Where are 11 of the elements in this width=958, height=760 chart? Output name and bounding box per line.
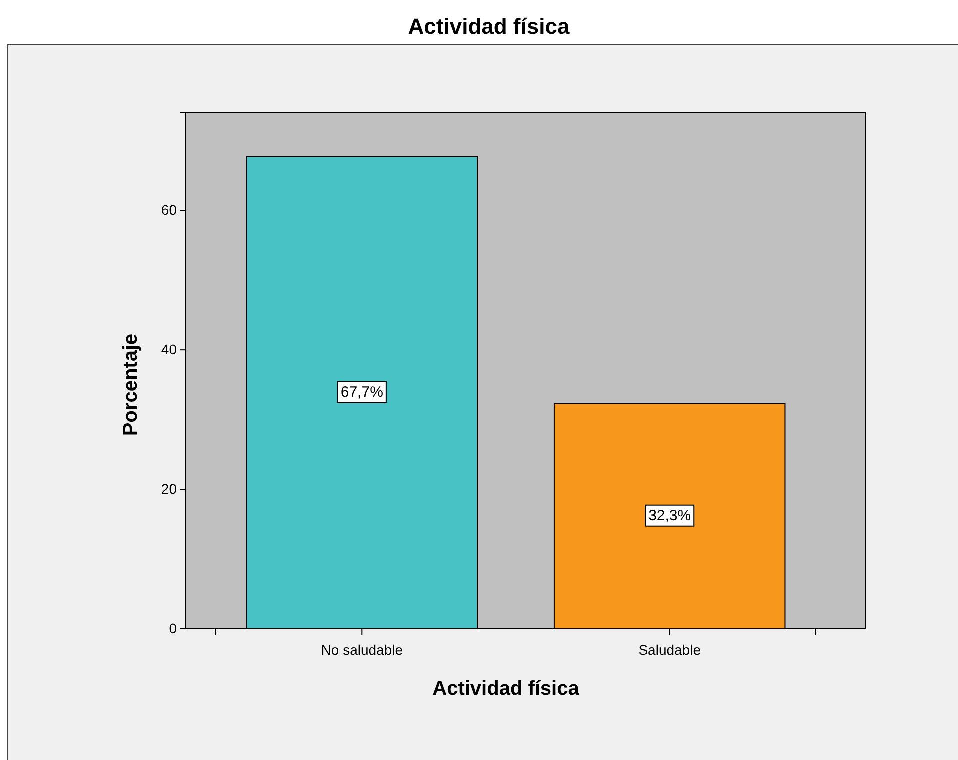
y-tick-label: 60 (161, 202, 178, 218)
x-tick-label: No saludable (321, 642, 404, 658)
x-tick-label: Saludable (638, 642, 702, 658)
x-axis-title: Actividad física (432, 678, 580, 700)
y-tick-label: 0 (169, 620, 178, 636)
chart-title: Actividad física (408, 14, 570, 39)
y-tick-label: 40 (161, 342, 178, 358)
y-axis-title: Porcentaje (120, 334, 142, 436)
data-label: 32,3% (648, 507, 692, 524)
data-label: 67,7% (340, 384, 384, 401)
y-tick-label: 20 (161, 481, 178, 498)
